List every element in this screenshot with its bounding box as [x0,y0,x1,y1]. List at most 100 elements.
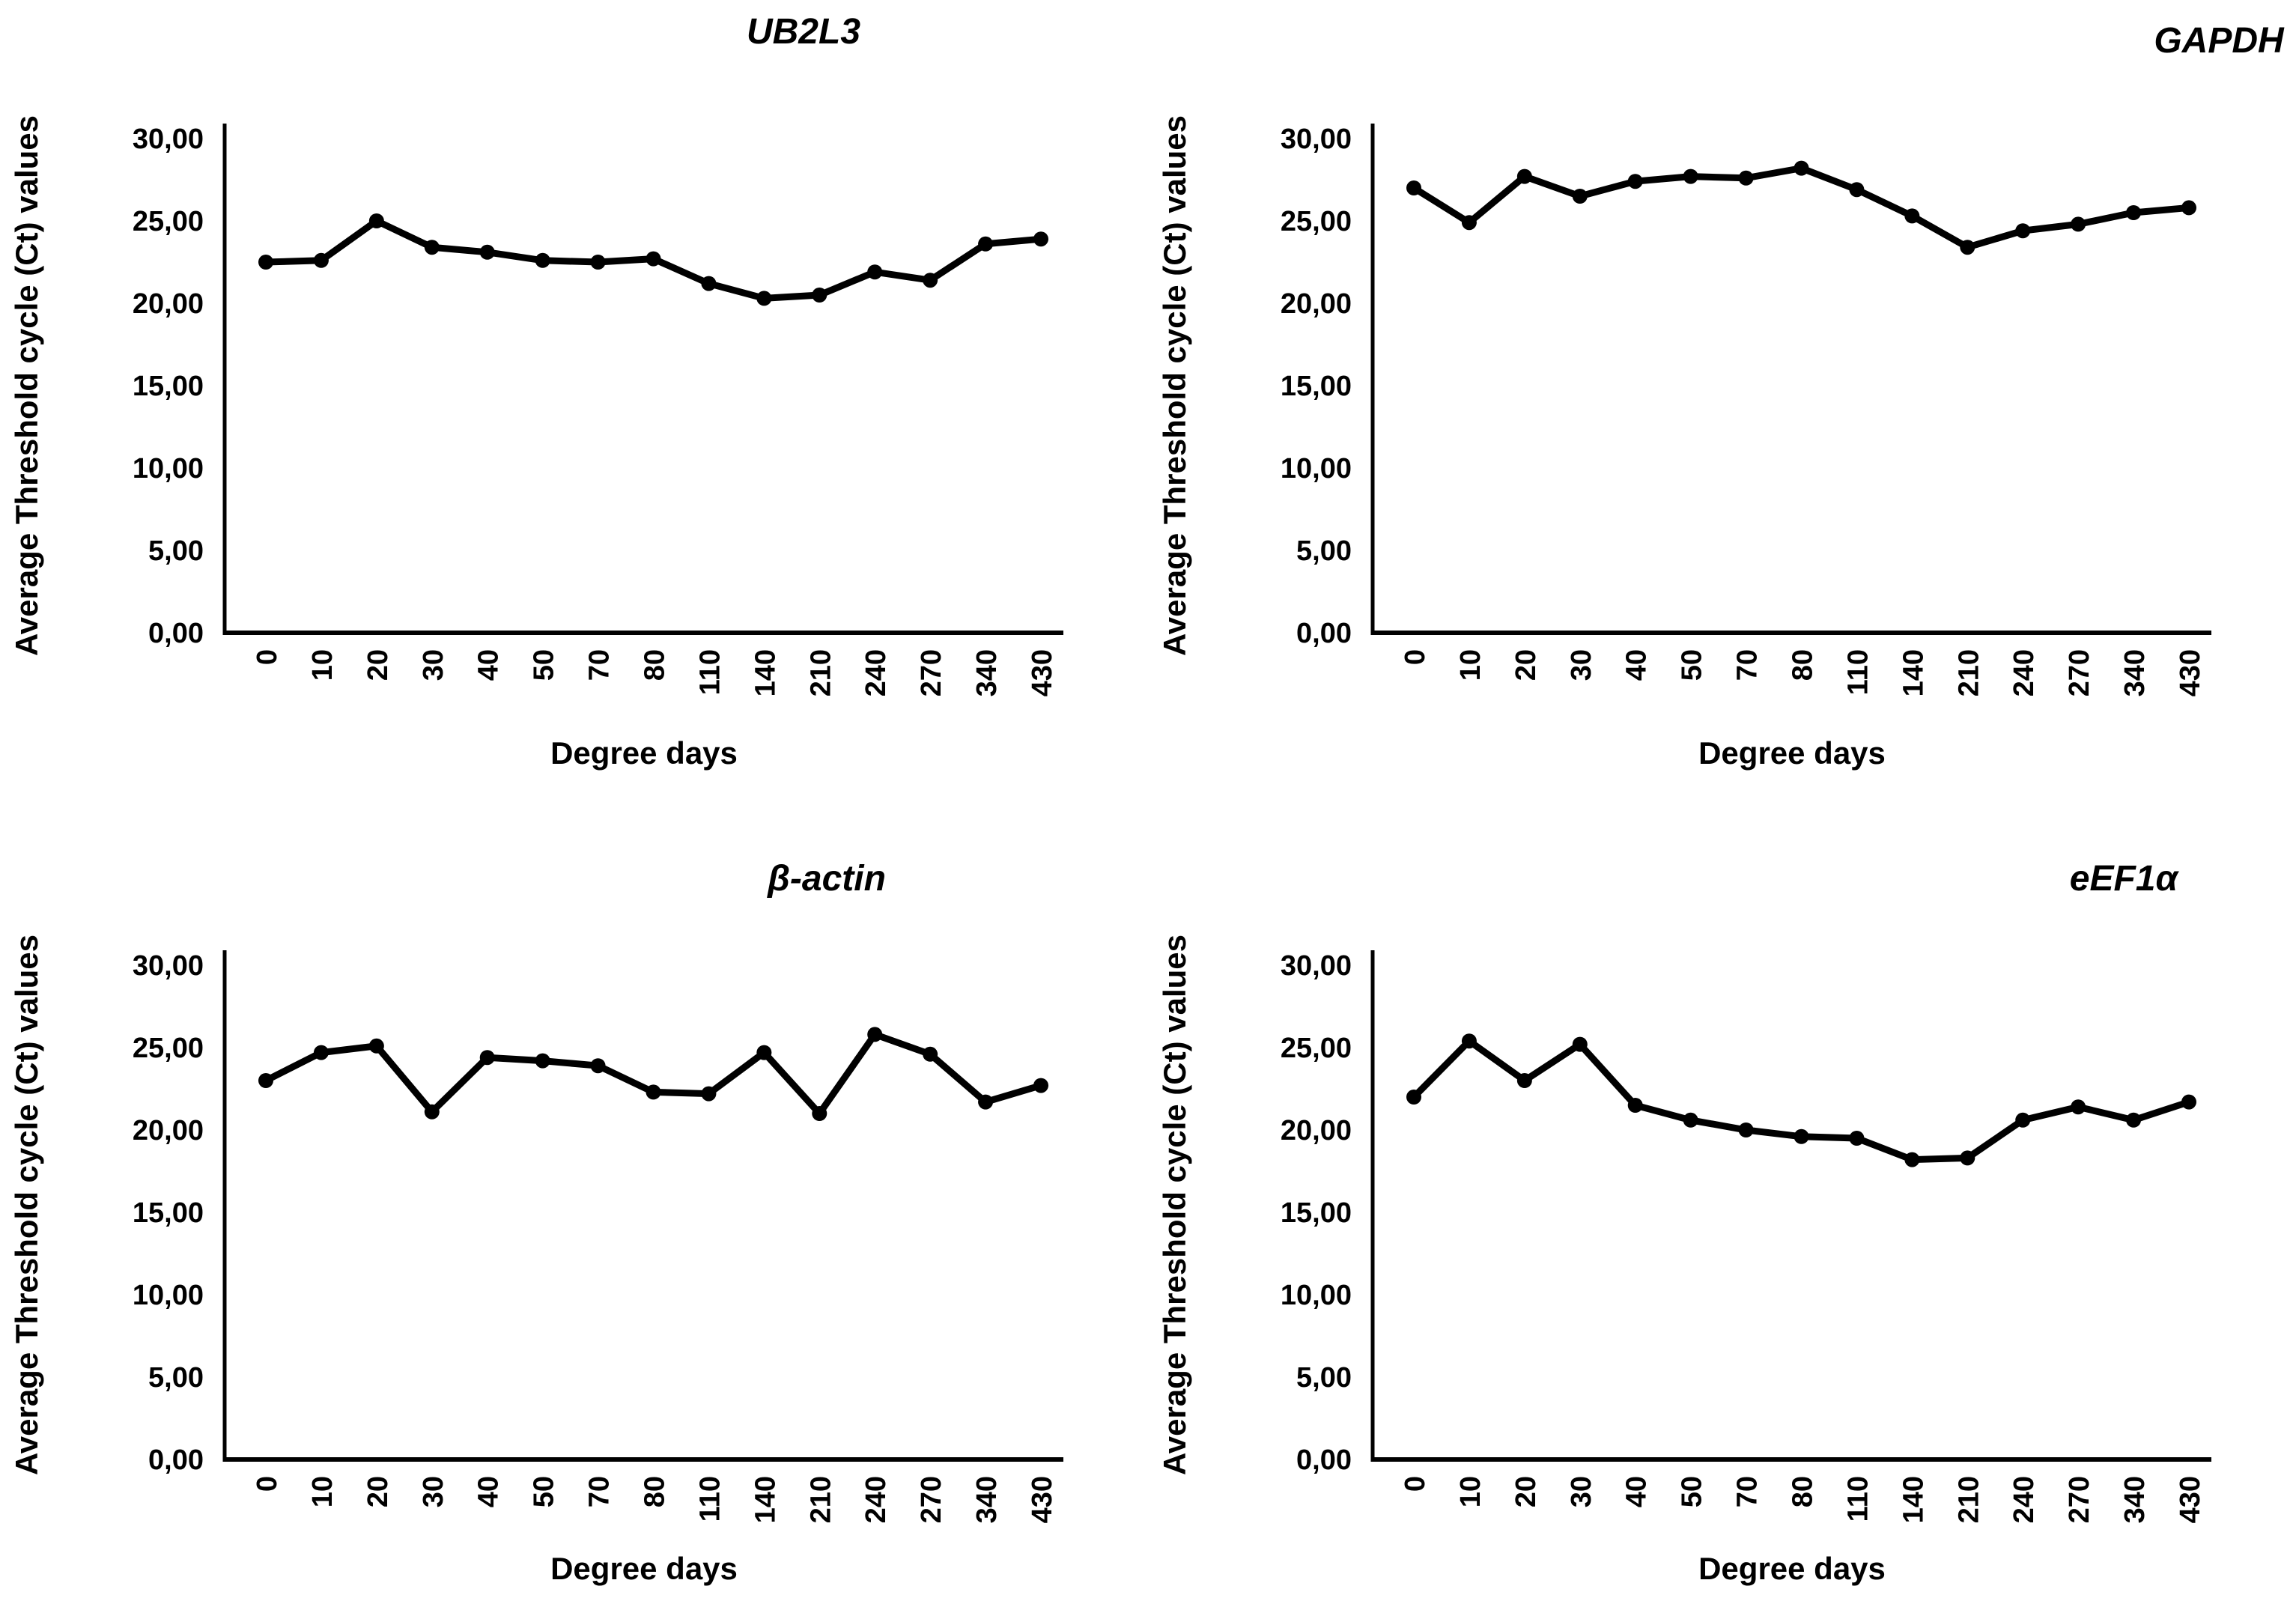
x-tick-label: 110 [1842,1476,1874,1522]
y-tick-label: 5,00 [1296,535,1352,567]
y-tick-label: 30,00 [133,124,204,155]
data-point-marker [313,1045,329,1060]
data-point-marker [1794,1128,1809,1144]
data-point-marker [424,1104,440,1120]
x-tick-label: 340 [2119,649,2151,696]
y-tick-label: 5,00 [148,1362,204,1394]
data-point-marker [2015,1112,2031,1128]
data-point-marker [258,255,273,270]
y-tick-label: 15,00 [133,1197,204,1229]
data-point-marker [2126,1112,2142,1128]
y-tick-label: 15,00 [1281,1197,1352,1229]
y-tick-label: 20,00 [1281,1115,1352,1146]
x-tick-label: 340 [971,1476,1003,1523]
data-point-marker [812,288,827,303]
data-point-marker [313,252,329,268]
y-axis-title: Average Threshold cycle (Ct) values [1157,115,1192,656]
chart-svg-ub2l3: UB2L3 Average Threshold cycle (Ct) value… [9,12,1063,771]
x-tick-label: 20 [362,1476,394,1507]
x-tick-label: 210 [1953,1476,1984,1523]
x-tick-label: 270 [2064,1476,2095,1523]
x-tick-label: 240 [860,649,892,696]
chart-title: GAPDH [2154,21,2285,61]
y-tick-label: 0,00 [148,618,204,649]
y-axis-title: Average Threshold cycle (Ct) values [1157,935,1192,1475]
x-axis-title: Degree days [1698,1551,1886,1586]
y-axis-title: Average Threshold cycle (Ct) values [9,115,44,656]
x-axis-title: Degree days [550,1551,738,1586]
x-tick-label: 10 [307,1476,338,1507]
x-tick-label: 0 [252,649,283,665]
data-point-marker [1033,231,1048,247]
data-point-marker [535,252,550,268]
x-tick-label: 240 [2008,649,2040,696]
x-tick-label: 430 [2175,1476,2206,1523]
x-tick-label: 80 [1788,649,1819,681]
data-point-marker [978,236,994,252]
data-point-marker [2071,1099,2086,1115]
data-point-marker [590,255,606,270]
data-point-marker [2181,200,2196,216]
x-tick-label: 140 [750,1476,781,1523]
x-tick-label: 110 [694,649,726,695]
x-tick-label: 30 [1566,1476,1597,1507]
y-tick-label: 25,00 [1281,206,1352,237]
x-tick-label: 40 [473,1476,505,1507]
x-tick-label: 30 [418,649,449,681]
x-tick-label: 70 [1732,1476,1764,1507]
chart-svg-gapdh: GAPDH Average Threshold cycle (Ct) value… [1157,21,2285,771]
x-tick-label: 50 [529,1476,560,1507]
data-point-marker [1960,240,1975,255]
data-point-marker [867,264,883,280]
x-tick-label: 340 [971,649,1003,696]
data-point-marker [978,1094,994,1110]
data-point-marker [1794,160,1809,176]
y-tick-label: 10,00 [1281,453,1352,484]
data-point-marker [2181,1094,2196,1110]
data-point-marker [701,1086,717,1102]
data-point-marker [590,1058,606,1074]
data-point-marker [368,213,384,228]
data-point-marker [1627,174,1643,189]
y-tick-label: 5,00 [148,535,204,567]
plot-area: 0,00 5,00 10,00 15,00 20,00 25,00 30,00 0 10 20 30… [1281,124,2211,696]
x-tick-label: 270 [916,649,947,696]
chart-svg-eef1a: eEF1α Average Threshold cycle (Ct) value… [1157,859,2211,1586]
plot-area: 0,00 5,00 10,00 15,00 20,00 25,00 30,00 0 10 20 30… [133,950,1063,1523]
x-tick-label: 0 [1400,649,1431,665]
data-point-marker [1627,1098,1643,1113]
chart-svg-beta-actin: β-actin Average Threshold cycle (Ct) val… [9,859,1063,1586]
y-tick-label: 0,00 [148,1444,204,1476]
y-tick-label: 30,00 [1281,950,1352,982]
data-point-marker [535,1053,550,1069]
data-point-marker [1406,180,1421,195]
chart-gapdh: GAPDH Average Threshold cycle (Ct) value… [1148,0,2296,800]
x-tick-label: 80 [640,649,671,681]
x-tick-label: 140 [1898,649,1929,696]
x-tick-label: 430 [2175,649,2206,696]
x-tick-label: 40 [1621,1476,1653,1507]
data-point-marker [1406,1090,1421,1105]
data-point-marker [1461,1033,1477,1049]
chart-title: eEF1α [2070,859,2180,899]
x-tick-label: 240 [2008,1476,2040,1523]
data-point-marker [923,1046,938,1062]
x-tick-label: 110 [1842,649,1874,695]
x-tick-label: 10 [1455,649,1486,681]
data-point-marker [2071,216,2086,232]
data-point-marker [1572,189,1588,204]
data-point-marker [479,1050,495,1066]
x-tick-label: 70 [584,1476,616,1507]
y-tick-label: 25,00 [133,206,204,237]
chart-ub2l3: UB2L3 Average Threshold cycle (Ct) value… [0,0,1148,800]
data-point-marker [1849,1131,1865,1146]
data-point-marker [812,1106,827,1121]
y-tick-label: 0,00 [1296,1444,1352,1476]
x-tick-label: 50 [1677,1476,1708,1507]
data-point-marker [646,251,661,267]
data-point-marker [756,291,772,306]
data-point-marker [2126,205,2142,220]
data-point-marker [1516,1073,1532,1088]
y-tick-label: 20,00 [1281,288,1352,320]
